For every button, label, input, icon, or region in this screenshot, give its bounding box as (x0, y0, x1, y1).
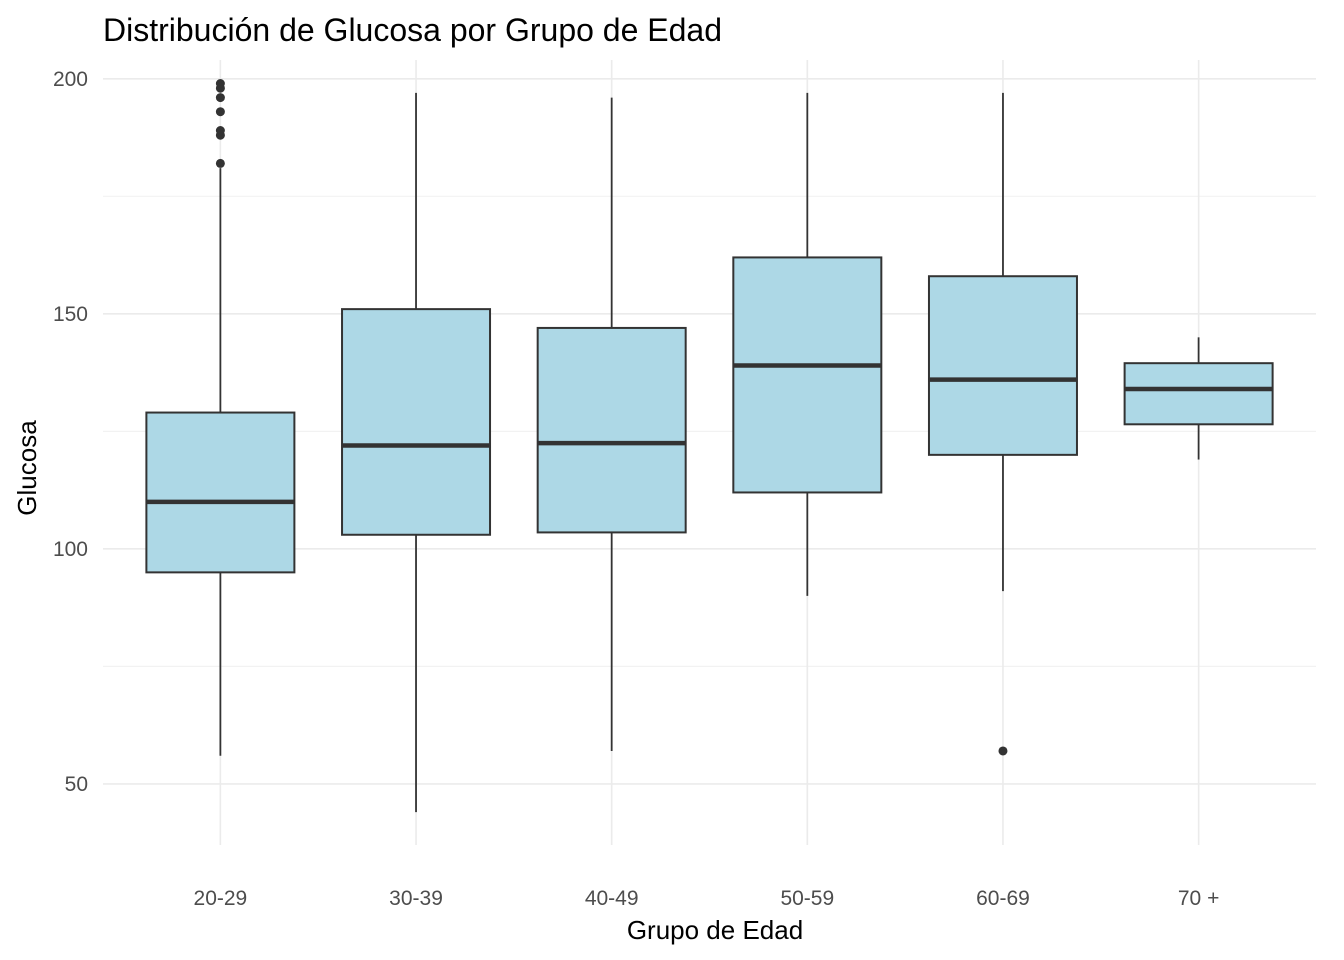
y-tick-label: 50 (65, 773, 88, 796)
y-axis-tick-labels: 50 100 150 200 (53, 68, 88, 796)
box-group (1123, 337, 1274, 460)
box-group (927, 92, 1078, 756)
x-axis-tick-labels: 20-29 30-39 40-49 50-59 60-69 70 + (194, 887, 1220, 910)
outlier-point (215, 79, 225, 89)
box-group (341, 92, 492, 813)
box-group (536, 97, 687, 751)
x-axis-title: Grupo de Edad (627, 915, 803, 945)
x-tick-label: 20-29 (194, 887, 248, 910)
iqr-box (341, 308, 492, 536)
x-tick-label: 60-69 (976, 887, 1030, 910)
outlier-point (215, 93, 225, 103)
x-tick-label: 30-39 (389, 887, 443, 910)
box-group (145, 79, 296, 756)
outlier-point (215, 107, 225, 117)
iqr-box (536, 326, 687, 534)
x-tick-label: 40-49 (585, 887, 639, 910)
iqr-box (1123, 362, 1274, 426)
outlier-point (998, 746, 1008, 756)
outlier-point (215, 158, 225, 168)
y-tick-label: 200 (53, 68, 88, 91)
box-group (732, 92, 883, 596)
boxes (145, 79, 1274, 813)
y-axis-title: Glucosa (12, 420, 42, 516)
iqr-box (732, 256, 883, 494)
x-tick-label: 50-59 (780, 887, 834, 910)
chart-title: Distribución de Glucosa por Grupo de Eda… (103, 12, 722, 48)
outlier-point (215, 126, 225, 136)
iqr-box (927, 275, 1078, 456)
x-tick-label: 70 + (1178, 887, 1219, 910)
iqr-box (145, 411, 296, 574)
y-tick-label: 150 (53, 303, 88, 326)
y-tick-label: 100 (53, 538, 88, 561)
